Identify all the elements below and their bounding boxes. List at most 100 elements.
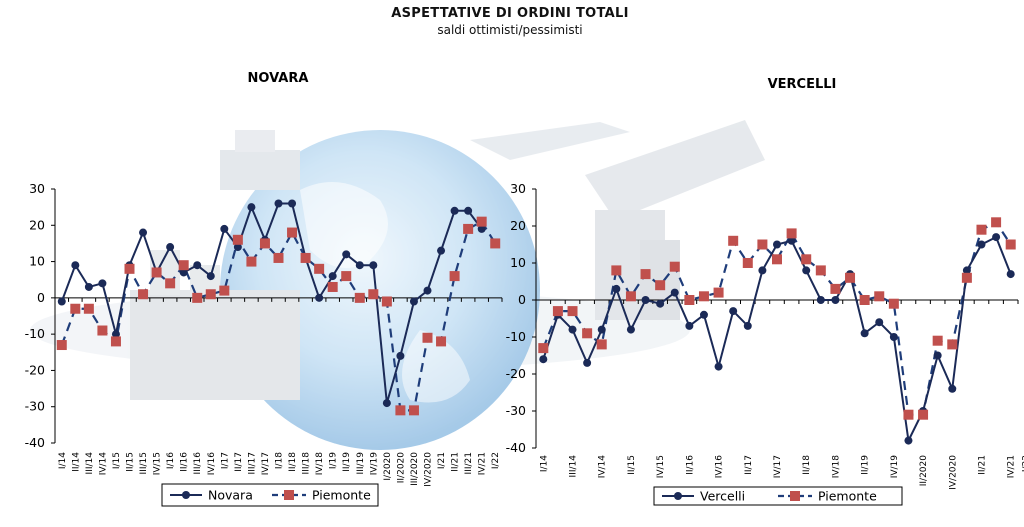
x-tick-label: III/14 [85,452,95,475]
legend-marker-vercelli [674,492,682,500]
x-tick-label: IV/2020 [948,455,958,490]
point-novara [98,279,107,288]
x-tick-label: IV/15 [153,452,163,475]
legend-label-novara: Novara [208,488,253,503]
point-vercelli [583,358,592,367]
legend-box [161,483,379,507]
point-novara [382,399,391,408]
point-vercelli [758,266,767,275]
point-piemonte [1005,239,1016,250]
point-novara [477,224,486,233]
page-title: ASPETTATIVE DI ORDINI TOTALI [391,6,629,21]
point-piemonte [110,336,121,347]
y-tick-label: -20 [25,362,45,377]
point-piemonte [596,339,607,350]
point-novara [274,199,283,208]
point-novara [288,199,297,208]
point-piemonte [538,343,549,354]
x-tick-label: I/2020 [383,452,393,481]
x-tick-label: III/2020 [410,452,420,486]
x-tick-label: IV/18 [831,455,841,479]
point-novara [315,293,324,302]
x-tick-label: IV/15 [656,455,666,478]
x-tick-label: IV/19 [369,452,379,476]
series-line-piemonte [542,220,1012,416]
point-novara [220,224,229,233]
point-piemonte [698,291,709,302]
point-piemonte [845,272,856,283]
point-novara [57,297,66,306]
point-vercelli [670,288,679,297]
y-tick-label: 20 [510,218,526,233]
point-vercelli [729,307,738,316]
x-tick-label: I/17 [220,452,230,469]
point-piemonte [300,252,311,263]
point-piemonte [192,292,203,303]
x-tick-label: II/18 [288,452,298,472]
point-piemonte [611,265,622,276]
x-tick-label: II/2020 [396,452,406,484]
point-piemonte [287,227,298,238]
legend-marker-piemonte [284,490,294,500]
point-vercelli [875,318,884,327]
legend-label-piemonte: Piemonte [818,489,877,504]
x-tick-label: III/14 [569,455,579,478]
point-piemonte [742,258,753,268]
point-piemonte [991,217,1002,228]
point-piemonte [830,283,841,294]
point-novara [423,286,432,295]
background-globe-illustration [30,120,765,450]
x-tick-label: IV/14 [598,455,608,479]
x-tick-label: II/16 [685,455,695,475]
point-piemonte [232,234,243,245]
x-tick-label: I/18 [275,452,285,469]
x-tick-label: III/16 [193,452,203,475]
x-tick-label: IV/16 [715,455,725,479]
point-novara [328,272,337,281]
point-piemonte [640,269,651,280]
x-tick-label: I/19 [329,452,339,469]
point-piemonte [259,238,270,249]
x-tick-label: IV/19 [890,455,900,479]
point-novara [84,282,93,291]
x-tick-label: I/15 [112,452,122,469]
legend: Novara Piemonte [161,483,379,507]
point-novara [437,246,446,255]
point-piemonte [801,254,812,265]
y-tick-label: 30 [510,181,526,196]
point-piemonte [874,291,885,302]
x-tick-label: IV/2020 [424,452,434,487]
point-novara [369,261,378,270]
chart-novara: NOVARA 30 20 10 0 -10 -20 -30 -40 I/14 II/14 III/14… [25,71,503,507]
chart-title: NOVARA [248,71,309,86]
point-vercelli [597,325,606,334]
y-tick-label: 30 [29,181,45,196]
point-novara [111,330,120,339]
point-piemonte [684,295,695,305]
x-tick-label: I/22 [491,452,501,469]
y-tick-label: -10 [25,326,45,341]
y-tick-label: 10 [29,254,45,269]
point-piemonte [83,303,94,314]
point-piemonte [205,289,216,300]
x-tick-label: II/16 [180,452,190,472]
point-vercelli [787,236,796,245]
point-piemonte [976,224,987,235]
point-vercelli [714,362,723,371]
point-novara [355,261,364,270]
series-line-novara [60,202,483,404]
point-vercelli [831,296,840,304]
x-tick-label: I/14 [58,452,68,469]
point-piemonte [178,260,189,271]
point-vercelli [860,329,869,338]
y-tick-label: -30 [25,399,45,414]
y-tick-label: -40 [25,435,45,450]
point-piemonte [395,405,406,416]
y-tick-label: -10 [506,329,526,344]
point-vercelli [1006,270,1015,279]
point-piemonte [932,335,943,346]
point-novara [206,272,215,281]
point-piemonte [327,281,338,292]
